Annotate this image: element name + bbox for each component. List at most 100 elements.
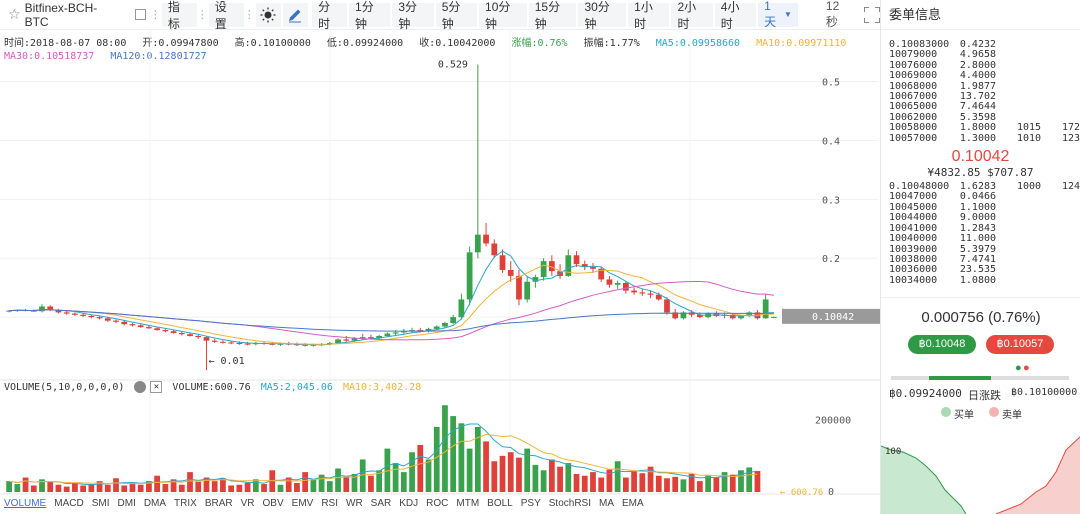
bid-row[interactable]: 10039000 5.3979 [889, 244, 1080, 255]
ask-row[interactable]: 10065000 7.4644 [889, 101, 1080, 113]
indicator-tab[interactable]: OBV [262, 498, 284, 509]
range-button[interactable]: 1分钟 [349, 0, 391, 31]
bid-row[interactable]: 10044000 9.0000 [889, 212, 1080, 223]
volume-bar [343, 477, 350, 492]
more-dots-icon[interactable]: ⋮ [149, 9, 161, 21]
bid-row[interactable]: 10040000 11.000 [889, 233, 1080, 244]
last-price-sub: ¥4832.85 $707.87 [927, 166, 1034, 180]
ask-row[interactable]: 10058000 1.8000 1015 172 [889, 122, 1080, 134]
ask-row[interactable]: 10057000 1.3000 1010 123 [889, 132, 1080, 144]
ask-row[interactable]: 10062000 5.3598 [889, 112, 1080, 123]
candle-body [178, 333, 185, 335]
indicator-tab[interactable]: EMA [622, 498, 644, 509]
indicator-tab[interactable]: MA [599, 498, 614, 509]
range-button[interactable]: 5分钟 [435, 0, 478, 31]
indicator-tab[interactable]: MTM [456, 498, 480, 509]
candle-body [88, 315, 95, 318]
theme-sun-icon[interactable] [255, 2, 281, 27]
ohlc-info: 时间:2018-08-07 08:00 开:0.09947800 高:0.101… [4, 34, 856, 49]
more-dots-icon[interactable]: ⋮ [243, 9, 255, 21]
ask-row[interactable]: 10076000 2.8000 [889, 60, 1080, 71]
orderbook-cell: 10057000 [889, 132, 938, 144]
indicator-tab[interactable]: BOLL [487, 498, 513, 509]
ask-pill[interactable]: ฿0.10057 [986, 335, 1054, 354]
orderbook-cell: 23.535 [959, 264, 997, 276]
depth-tick: 100 [885, 447, 901, 457]
candle-body [738, 315, 744, 319]
volume-tick-label: 0 [828, 487, 834, 498]
ask-row[interactable]: 10067000 13.702 [889, 91, 1080, 102]
candle-body [310, 344, 317, 346]
volume-annotation: ← 600.76 [780, 488, 823, 498]
depth-chart[interactable]: 100 [881, 436, 1080, 514]
external-link-icon[interactable] [135, 9, 146, 20]
fullscreen-icon[interactable] [864, 6, 880, 23]
ask-row[interactable]: 10068000 1.9877 [889, 81, 1080, 92]
indicator-tab[interactable]: KDJ [399, 498, 419, 509]
info-ma30: MA30:0.10518737 [4, 51, 95, 62]
indicator-tab[interactable]: DMA [143, 498, 167, 509]
price-chart[interactable]: 0.5 0.4 0.3 0.2 0.529 ← 0.01 0.10042 200000 0 ← 6… [0, 0, 880, 498]
volume-bar [22, 477, 29, 492]
draw-pen-icon[interactable] [282, 2, 309, 27]
indicator-tab[interactable]: MACD [54, 498, 84, 509]
candle-body [524, 281, 531, 300]
volume-bar [277, 484, 284, 492]
star-icon[interactable]: ☆ [8, 6, 21, 22]
ask-row[interactable]: 10079000 4.9658 [889, 49, 1080, 61]
bid-row[interactable]: 10036000 23.535 [889, 264, 1080, 276]
volume-bar [491, 461, 498, 492]
bid-row[interactable]: 10038000 7.4741 [889, 254, 1080, 265]
candle-body [606, 279, 613, 285]
range-selected[interactable]: 1天 ▼ [758, 0, 798, 29]
bid-row[interactable]: 10047000 0.0466 [889, 192, 1080, 203]
indicator-tab[interactable]: StochRSI [548, 498, 591, 509]
indicator-tab[interactable]: WR [346, 498, 363, 509]
bid-row[interactable]: 0.10048000 1.6283 1000 124 [889, 181, 1080, 193]
indicator-tab[interactable]: VOLUME [4, 498, 47, 509]
orderbook-cell: 124 [1061, 181, 1080, 193]
symbol-selector[interactable]: ☆ Bitfinex-BCH-BTC [0, 1, 150, 29]
candle-body [203, 337, 210, 341]
orderbook-cell: 1015 [1017, 122, 1042, 134]
close-icon[interactable]: ✕ [150, 381, 163, 393]
indicator-tab[interactable]: SAR [370, 498, 392, 509]
orderbook-cell: 10079000 [889, 49, 938, 61]
more-dots-icon[interactable]: ⋮ [196, 9, 208, 21]
indicator-tab[interactable]: VR [240, 498, 255, 509]
indicator-tab[interactable]: ROC [426, 498, 449, 509]
indicator-tab[interactable]: SMI [91, 498, 110, 509]
bid-pill[interactable]: ฿0.10048 [908, 335, 976, 354]
bid-row[interactable]: 10045000 1.1000 [889, 202, 1080, 213]
gear-icon[interactable] [134, 381, 147, 393]
indicator-tab[interactable]: BRAR [204, 498, 233, 509]
range-button[interactable]: 4小时 [714, 0, 757, 31]
indicator-tab[interactable]: RSI [321, 498, 338, 509]
indicator-tab[interactable]: DMI [117, 498, 136, 509]
volume-bar [178, 484, 185, 492]
orderbook-cell [1056, 234, 1080, 244]
indicator-tab[interactable]: TRIX [174, 498, 197, 509]
ask-row[interactable]: 10069000 4.4000 [889, 70, 1080, 81]
volume-bar [680, 479, 687, 492]
ask-row[interactable]: 0.10083000 0.4232 [889, 39, 1080, 50]
volume-bar [55, 484, 62, 492]
candle-body [696, 314, 703, 318]
candle-body [771, 316, 777, 318]
volume-bar [565, 463, 572, 492]
volume-bar [590, 472, 596, 492]
volume-bar [705, 475, 711, 492]
volume-bar [228, 485, 235, 492]
volume-bar [532, 464, 539, 492]
volume-bar [318, 474, 325, 492]
range-button[interactable]: 15分钟 [528, 0, 577, 31]
indicator-tab[interactable]: EMV [291, 498, 314, 509]
bid-row[interactable]: 10034000 1.0800 [889, 275, 1080, 286]
orderbook-cell [1056, 276, 1080, 286]
indicator-tab[interactable]: PSY [520, 498, 541, 509]
info-change: 涨幅:0.76% [511, 38, 568, 49]
bid-row[interactable]: 10041000 1.2843 [889, 223, 1080, 234]
range-button[interactable]: 30分钟 [578, 0, 627, 31]
orderbook-cell: 10065000 [889, 101, 938, 113]
candle-body [104, 318, 111, 321]
